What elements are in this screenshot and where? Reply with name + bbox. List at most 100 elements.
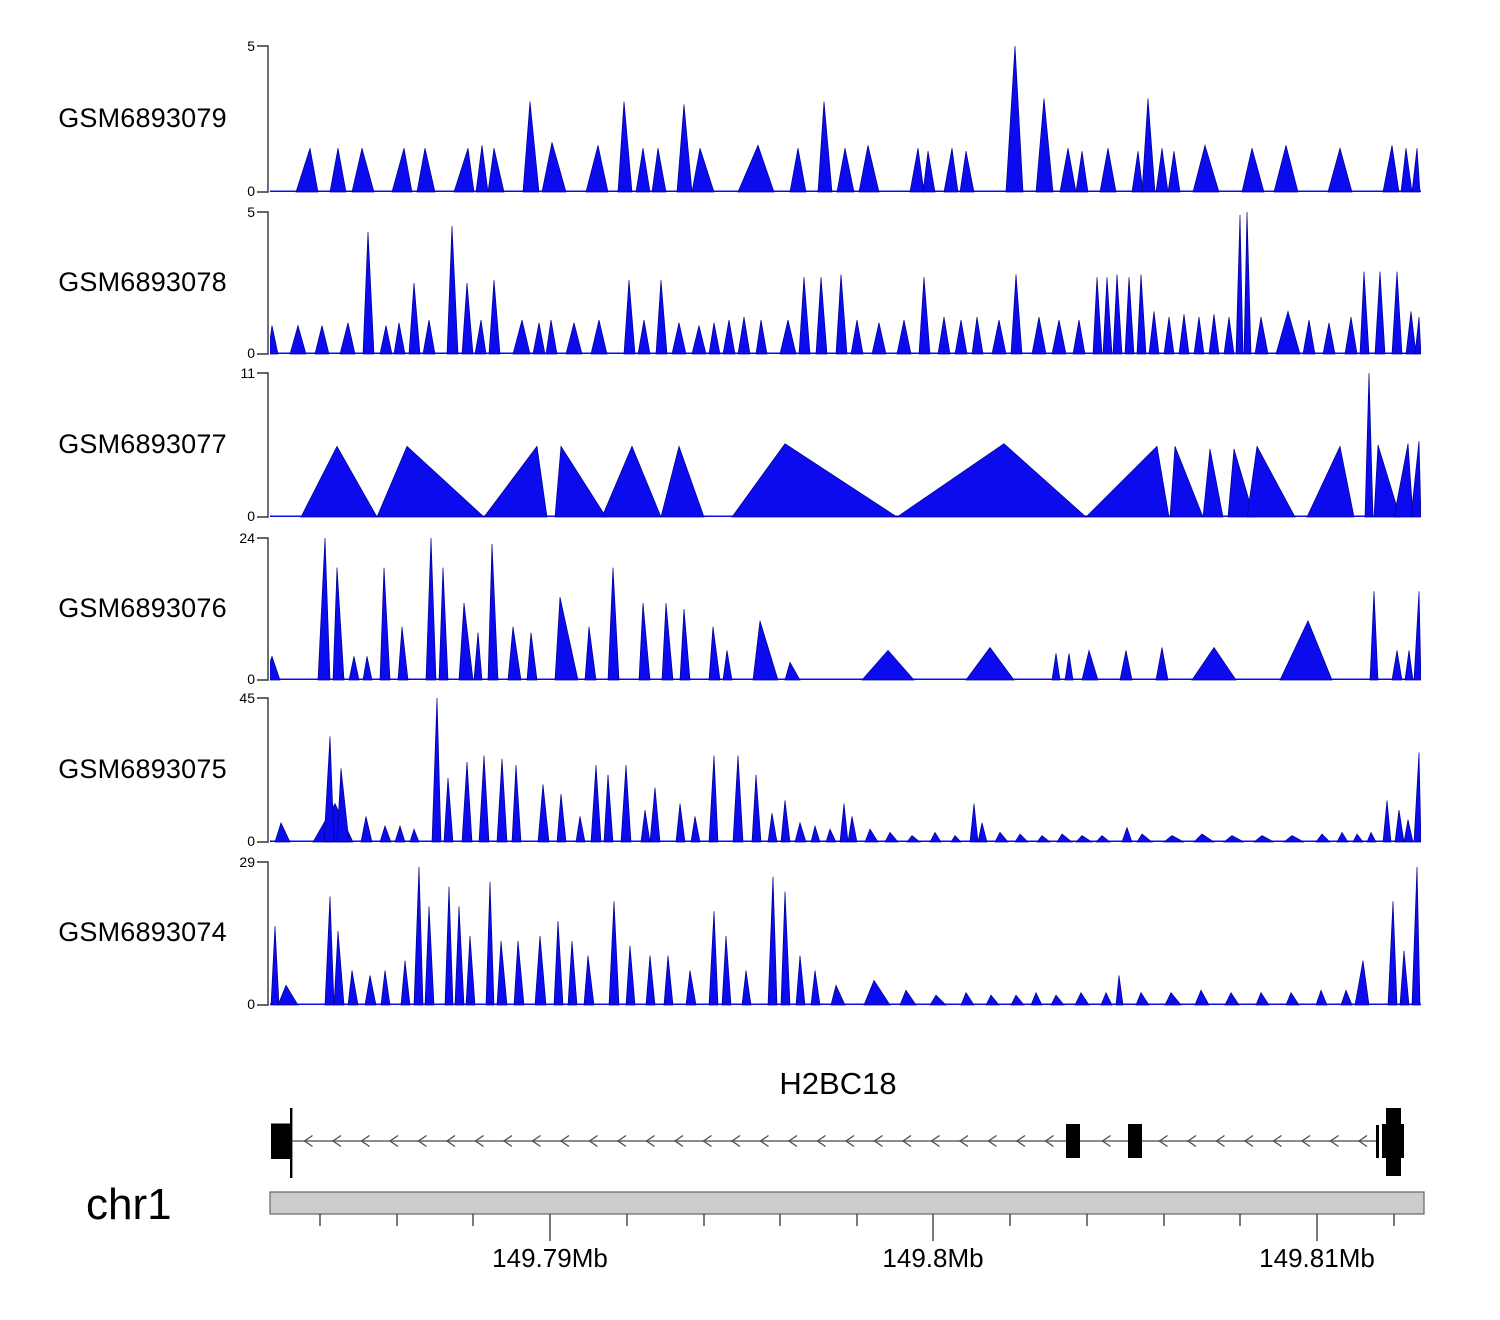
strand-arrow-left-icon bbox=[645, 1134, 655, 1148]
coverage-peak bbox=[1315, 833, 1331, 843]
coverage-peak bbox=[1246, 445, 1296, 518]
coverage-peak bbox=[994, 831, 1009, 843]
coverage-peak bbox=[1241, 148, 1265, 193]
coverage-peak bbox=[376, 445, 485, 518]
coverage-peak bbox=[553, 921, 564, 1006]
coverage-peak bbox=[645, 955, 656, 1006]
coverage-peak bbox=[1285, 991, 1300, 1006]
coverage-peak bbox=[1405, 311, 1417, 355]
coverage-peak bbox=[1014, 833, 1029, 843]
coverage-peak bbox=[755, 319, 768, 355]
coverage-peak bbox=[1403, 819, 1414, 843]
coverage-peak bbox=[965, 646, 1015, 681]
coverage-peak bbox=[985, 994, 1000, 1006]
coverage-peak bbox=[960, 991, 975, 1006]
coverage-peak bbox=[526, 632, 538, 681]
track3-ymax-label: 11 bbox=[240, 365, 255, 381]
coverage-peak bbox=[483, 445, 548, 518]
coverage-peak bbox=[270, 838, 271, 843]
coverage-peak bbox=[1340, 989, 1353, 1006]
coverage-peak bbox=[836, 148, 855, 193]
coverage-peak bbox=[332, 567, 345, 681]
coverage-peak bbox=[721, 935, 732, 1006]
coverage-peak bbox=[899, 989, 917, 1006]
gene-exon bbox=[1128, 1124, 1142, 1158]
coverage-peak bbox=[1112, 274, 1123, 355]
coverage-peak bbox=[274, 821, 291, 843]
coverage-peak bbox=[1279, 619, 1333, 681]
coverage-peak bbox=[443, 777, 454, 843]
strand-arrow-left-icon bbox=[730, 1134, 741, 1148]
coverage-peak bbox=[1119, 650, 1133, 681]
coverage-peak bbox=[1411, 866, 1421, 1006]
coverage-peak bbox=[864, 828, 879, 843]
strand-arrow-left-icon bbox=[901, 1134, 912, 1148]
coverage-peak bbox=[1391, 271, 1403, 355]
coverage-peak bbox=[541, 142, 567, 193]
coverage-peak bbox=[779, 319, 797, 355]
coverage-peak bbox=[590, 319, 608, 355]
strand-arrow-left-icon bbox=[1158, 1134, 1168, 1148]
coverage-peak bbox=[1163, 317, 1175, 355]
gene-intron-line bbox=[292, 1140, 1377, 1142]
coverage-peak bbox=[817, 101, 833, 193]
coverage-peak bbox=[1148, 311, 1160, 355]
coverage-peak bbox=[847, 816, 858, 843]
coverage-peak bbox=[977, 822, 988, 843]
strand-arrow-left-icon bbox=[1357, 1134, 1368, 1148]
coverage-peak bbox=[635, 148, 651, 193]
coverage-peak bbox=[722, 650, 733, 681]
coverage-peak bbox=[1254, 317, 1269, 355]
coverage-peak bbox=[324, 896, 335, 1006]
coverage-peak bbox=[1253, 835, 1275, 843]
coverage-peak bbox=[767, 876, 778, 1006]
coverage-peak bbox=[649, 787, 661, 843]
coverage-peak bbox=[651, 148, 667, 193]
track4-ymin-label: 0 bbox=[247, 671, 255, 687]
coverage-peak bbox=[446, 226, 459, 355]
strand-arrow-left-icon bbox=[445, 1134, 456, 1148]
coverage-peak bbox=[1155, 647, 1169, 681]
coverage-peak bbox=[314, 325, 330, 355]
coverage-peak bbox=[1387, 901, 1398, 1006]
coverage-peak bbox=[929, 994, 947, 1006]
coverage-peak bbox=[708, 322, 721, 355]
coverage-peak bbox=[512, 319, 531, 355]
coverage-peak bbox=[943, 148, 959, 193]
coverage-peak bbox=[1374, 271, 1386, 355]
coverage-peak bbox=[1344, 317, 1358, 355]
coverage-peak bbox=[565, 322, 583, 355]
coverage-peak bbox=[959, 151, 975, 193]
strand-arrow-left-icon bbox=[531, 1134, 541, 1148]
strand-arrow-left-icon bbox=[559, 1134, 570, 1148]
coverage-peak bbox=[1382, 145, 1400, 193]
coverage-peak bbox=[1035, 98, 1054, 193]
coverage-peak bbox=[950, 835, 962, 843]
coverage-peak bbox=[655, 280, 668, 355]
coverage-peak bbox=[496, 940, 508, 1006]
coverage-peak bbox=[737, 317, 751, 355]
ruler-bar bbox=[269, 1191, 1425, 1215]
coverage-peak bbox=[918, 277, 931, 355]
coverage-peak bbox=[1081, 649, 1099, 681]
coverage-peak bbox=[409, 828, 420, 843]
coverage-peak bbox=[585, 145, 609, 193]
track5-ymin-label: 0 bbox=[247, 833, 255, 849]
coverage-peak bbox=[691, 148, 715, 193]
coverage-peak bbox=[1010, 994, 1025, 1006]
coverage-peak bbox=[830, 984, 846, 1006]
track-y-axis bbox=[257, 45, 269, 193]
coverage-peak bbox=[545, 319, 558, 355]
track5-ymax-label: 45 bbox=[239, 690, 255, 706]
coverage-peak bbox=[969, 803, 979, 843]
coverage-peak bbox=[478, 755, 490, 843]
coverage-peak bbox=[1410, 441, 1421, 518]
coverage-peak bbox=[1131, 151, 1144, 193]
track-y-axis bbox=[257, 372, 269, 518]
coverage-peak bbox=[348, 656, 360, 681]
coverage-peak bbox=[1164, 992, 1182, 1006]
coverage-peak bbox=[625, 945, 636, 1006]
coverage-peak bbox=[1366, 831, 1377, 843]
coverage-peak bbox=[1155, 148, 1169, 193]
